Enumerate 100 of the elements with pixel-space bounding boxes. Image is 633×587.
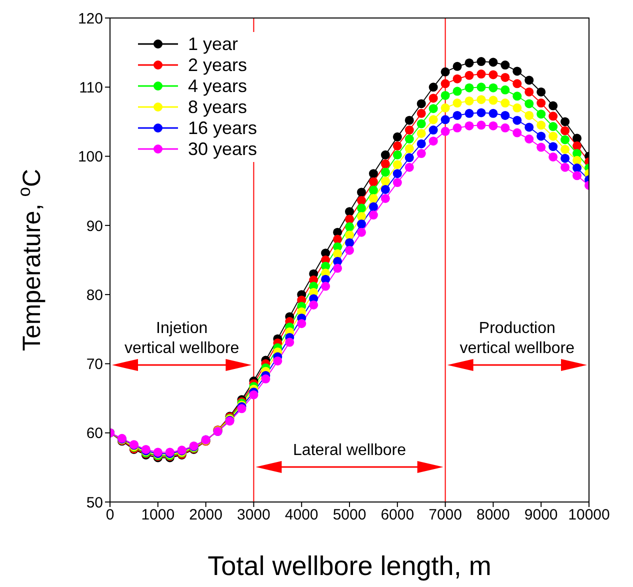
point [512, 116, 522, 125]
point [500, 110, 510, 120]
point [368, 210, 378, 220]
point [356, 212, 366, 221]
annotation: Injetion vertical wellbore [124, 320, 240, 357]
point [524, 87, 534, 96]
point [452, 62, 462, 71]
point [524, 110, 534, 120]
point [356, 220, 366, 229]
point [392, 150, 402, 160]
point [345, 238, 354, 248]
point [488, 96, 498, 105]
point [512, 103, 522, 112]
point [404, 144, 414, 154]
x-tick-label: 10000 [568, 506, 610, 524]
point [572, 134, 582, 143]
point [452, 74, 462, 84]
x-tick-label: 3000 [237, 506, 270, 524]
point [488, 121, 498, 130]
point [368, 194, 378, 203]
point [404, 126, 414, 135]
point [345, 214, 354, 224]
point [380, 194, 390, 203]
point [345, 230, 354, 240]
x-tick-label: 0 [106, 506, 114, 524]
point [500, 85, 510, 94]
point [440, 126, 450, 136]
point [392, 132, 402, 142]
point [548, 152, 558, 162]
point [536, 120, 546, 130]
y-tick-label: 120 [78, 10, 103, 28]
x-tick-label: 1000 [141, 506, 175, 524]
point [392, 169, 402, 178]
point [368, 169, 378, 178]
point [380, 159, 390, 168]
point [428, 115, 438, 124]
point [464, 70, 474, 80]
x-tick-label: 6000 [380, 506, 414, 524]
point [345, 207, 354, 216]
point [345, 222, 354, 232]
point [512, 66, 522, 76]
point [512, 92, 522, 101]
point [345, 246, 354, 255]
point [261, 374, 270, 384]
point [512, 128, 522, 138]
point [416, 149, 426, 158]
point [524, 99, 534, 108]
y-tick-label: 110 [79, 79, 103, 96]
legend-label: 2 years [188, 55, 248, 75]
legend-label: 1 year [188, 34, 238, 54]
point [368, 202, 378, 212]
point [536, 132, 546, 141]
legend-label: 16 years [188, 118, 258, 138]
legend-label: 30 years [188, 139, 258, 159]
point [309, 300, 318, 310]
point [560, 135, 570, 144]
annotation: Lateral wellbore [293, 442, 406, 459]
point [560, 117, 570, 126]
point [500, 123, 510, 132]
point [572, 164, 582, 173]
point [273, 356, 282, 366]
point [392, 178, 402, 188]
point [380, 168, 390, 177]
point [536, 142, 546, 152]
point [464, 108, 474, 118]
x-tick-label: 4000 [284, 506, 318, 524]
point [416, 128, 426, 138]
point [500, 98, 510, 108]
point [464, 58, 474, 68]
point [548, 142, 558, 152]
x-tick-label: 9000 [524, 506, 558, 524]
x-tick-label: 5000 [332, 506, 366, 524]
point [428, 82, 438, 92]
point [476, 120, 486, 130]
point [404, 162, 414, 172]
annotation: Production vertical wellbore [460, 320, 575, 357]
point [356, 196, 366, 206]
point [464, 121, 474, 130]
point [333, 234, 342, 244]
point [416, 119, 426, 128]
point [536, 110, 546, 119]
point [572, 156, 582, 165]
point [440, 79, 450, 88]
point [548, 122, 558, 132]
point [416, 139, 426, 148]
y-tick-label: 100 [78, 148, 103, 166]
point [476, 70, 486, 79]
point [428, 94, 438, 103]
point [512, 79, 522, 88]
point [560, 154, 570, 163]
y-tick-label: 60 [86, 425, 103, 442]
legend-label: 4 years [188, 76, 248, 96]
point [536, 87, 546, 96]
point [333, 264, 342, 273]
point [416, 99, 426, 108]
point [392, 141, 402, 150]
point [428, 104, 438, 114]
point [440, 90, 450, 100]
legend-label: 8 years [188, 97, 248, 117]
point [524, 134, 534, 144]
